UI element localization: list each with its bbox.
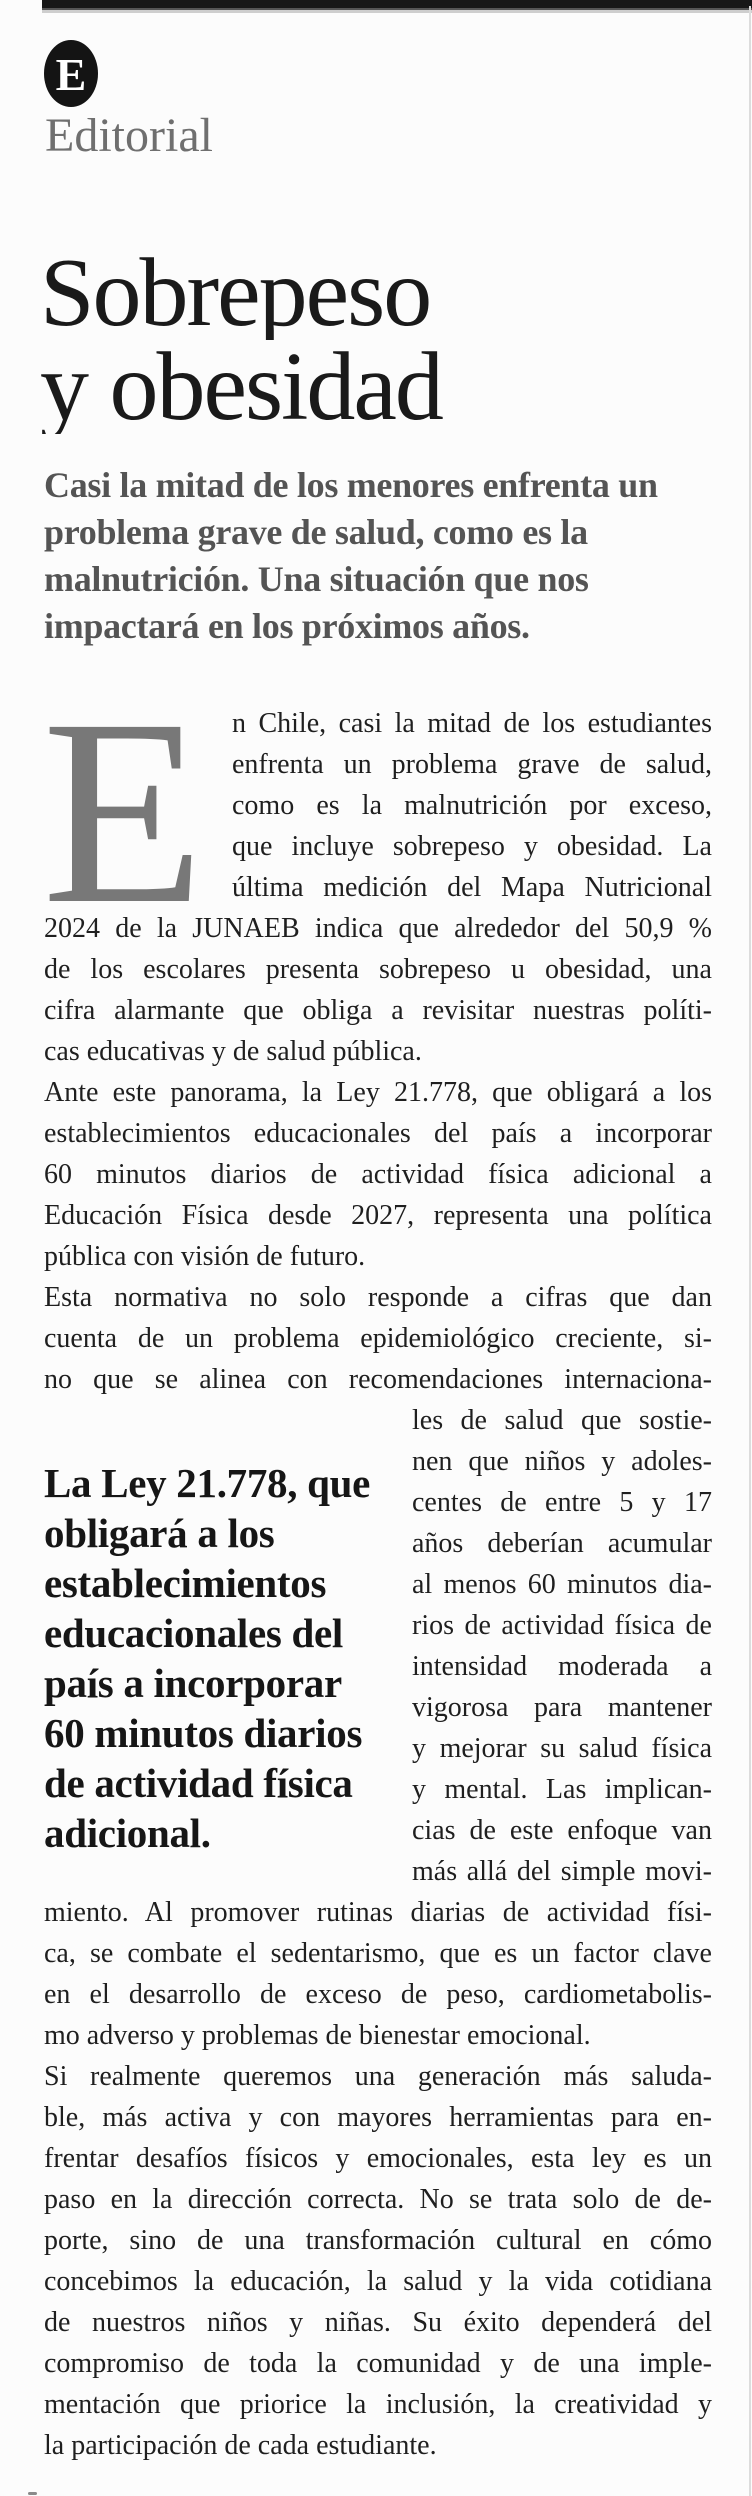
text-line: no que se alinea con recomendaciones int… [44, 1364, 712, 1395]
lede-line: problema grave de salud, como es la [44, 512, 588, 552]
text-line: establecimientos educacionales del país … [44, 1118, 712, 1149]
title-line: y obesidad [40, 340, 444, 434]
text-line: Esta normativa no solo responde a cifras… [44, 1282, 712, 1313]
text-line: pública con visión de futuro. [44, 1241, 366, 1272]
text-line: 2024 de la JUNAEB indica que alrededor d… [44, 913, 712, 944]
title-line: Sobrepeso [40, 246, 432, 340]
text-line: mentación que priorice la inclusión, la … [44, 2389, 712, 2420]
body-right-column: les de salud que sostie-nen que niños y … [412, 1400, 712, 1892]
text-line: Si realmente queremos una generación más… [44, 2061, 712, 2092]
text-line: rios de actividad física de [412, 1610, 712, 1641]
text-line: compromiso de toda la comunidad y de una… [44, 2348, 712, 2379]
text-line: miento. Al promover rutinas diarias de a… [44, 1897, 712, 1928]
text-line: mo adverso y problemas de bienestar emoc… [44, 2020, 591, 2051]
text-line: de los escolares presenta sobrepeso u ob… [44, 954, 712, 985]
top-rule [42, 0, 752, 10]
section-label: Editorial [45, 109, 213, 162]
lede-line: impactará en los próximos años. [44, 606, 530, 646]
pull-quote-line: adicional. [44, 1810, 211, 1856]
text-line: y mejorar su salud física [412, 1733, 712, 1764]
dropcap-letter: E [42, 664, 205, 959]
text-line: cifra alarmante que obliga a revisitar n… [44, 995, 712, 1026]
pull-quote-line: 60 minutos diarios [44, 1710, 363, 1756]
text-line: n Chile, casi la mitad de los estudiante… [232, 708, 712, 739]
text-line: centes de entre 5 y 17 [412, 1487, 712, 1518]
text-line: al menos 60 minutos dia- [412, 1569, 712, 1600]
text-line: Ante este panorama, la Ley 21.778, que o… [44, 1077, 712, 1108]
paragraph-1-end: 2024 de la JUNAEB indica que alrededor d… [44, 908, 712, 1072]
pull-quote-line: educacionales del [44, 1610, 343, 1656]
text-line: les de salud que sostie- [412, 1405, 712, 1436]
pull-quote-line: de actividad física [44, 1760, 353, 1806]
text-line: más allá del simple movi- [412, 1856, 712, 1887]
text-line: paso en la dirección correcta. No se tra… [44, 2184, 712, 2215]
lede-line: malnutrición. Una situación que nos [44, 559, 589, 599]
text-line: la participación de cada estudiante. [44, 2430, 437, 2461]
text-line: última medición del Mapa Nutricional [232, 872, 712, 903]
pull-quote-line: establecimientos [44, 1560, 327, 1606]
editorial-logo-badge: E [44, 40, 98, 107]
body-column-full-2: miento. Al promover rutinas diarias de a… [44, 1892, 712, 2466]
text-line: enfrenta un problema grave de salud, [232, 749, 712, 780]
pull-quote-line: país a incorporar [44, 1660, 342, 1706]
paragraph-2: Ante este panorama, la Ley 21.778, que o… [44, 1072, 712, 1277]
paragraph-4: Si realmente queremos una generación más… [44, 2056, 712, 2466]
text-line: cuenta de un problema epidemiológico cre… [44, 1323, 712, 1354]
text-line: Educación Física desde 2027, representa … [44, 1200, 712, 1231]
paragraph-3-end: miento. Al promover rutinas diarias de a… [44, 1892, 712, 2056]
article-title: Sobrepeso y obesidad [40, 246, 680, 434]
text-line: porte, sino de una transformación cultur… [44, 2225, 712, 2256]
body-indent-lines: n Chile, casi la mitad de los estudiante… [232, 703, 712, 908]
text-line: y mental. Las implican- [412, 1774, 712, 1805]
text-line: cias de este enfoque van [412, 1815, 712, 1846]
text-line: en el desarrollo de exceso de peso, card… [44, 1979, 712, 2010]
text-line: que incluye sobrepeso y obesidad. La [232, 831, 712, 862]
paragraph-3-start: Esta normativa no solo responde a cifras… [44, 1277, 712, 1400]
text-line: ca, se combate el sedentarismo, que es u… [44, 1938, 712, 1969]
text-line: como es la malnutrición por exceso, [232, 790, 712, 821]
text-line: ble, más activa y con mayores herramient… [44, 2102, 712, 2133]
text-line: frentar desafíos físicos y emocionales, … [44, 2143, 712, 2174]
pull-quote-line: obligará a los [44, 1510, 275, 1556]
pull-quote: La Ley 21.778, que obligará a los establec… [44, 1458, 398, 1858]
text-line: años deberían acumular [412, 1528, 712, 1559]
text-line: cas educativas y de salud pública. [44, 1036, 422, 1067]
lede-line: Casi la mitad de los menores enfrenta un [44, 465, 658, 505]
scan-artifact [28, 2492, 37, 2495]
article-lede: Casi la mitad de los menores enfrenta un… [44, 462, 712, 650]
text-line: vigorosa para mantener [412, 1692, 712, 1723]
text-line: intensidad moderada a [412, 1651, 712, 1682]
text-line: nen que niños y adoles- [412, 1446, 712, 1477]
body-column-full-1: 2024 de la JUNAEB indica que alrededor d… [44, 908, 712, 1400]
pull-quote-line: La Ley 21.778, que [44, 1460, 371, 1506]
column-divider-rule [749, 6, 751, 2496]
text-line: concebimos la educación, la salud y la v… [44, 2266, 712, 2297]
text-line: 60 minutos diarios de actividad física a… [44, 1159, 712, 1190]
text-line: de nuestros niños y niñas. Su éxito depe… [44, 2307, 712, 2338]
editorial-logo-letter: E [55, 48, 87, 100]
